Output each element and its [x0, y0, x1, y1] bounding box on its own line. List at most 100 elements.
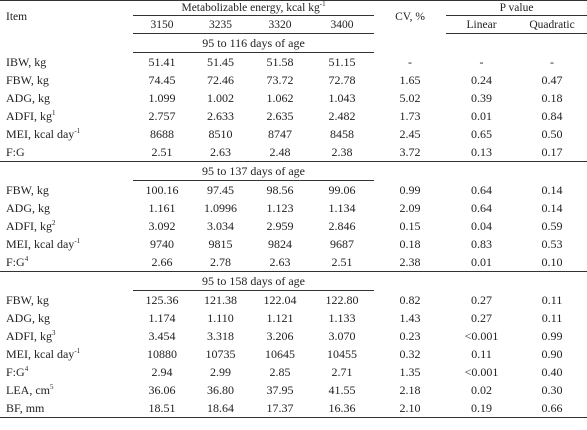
level-value: 2.99: [210, 365, 231, 379]
section-spacer: [0, 34, 133, 53]
level-value: 2.846: [328, 219, 356, 233]
level-value: 73.72: [266, 73, 294, 87]
level-value: 3.206: [266, 329, 294, 343]
section-spacer: [374, 162, 446, 181]
table-row: BF, mm 18.51 18.64 17.37 16.36 2.10 0.19 0.66: [0, 399, 587, 418]
linear-p-value: -: [479, 54, 484, 69]
quadratic-p-value: 0.18: [541, 91, 563, 105]
level-value: 1.043: [328, 91, 356, 105]
level-value: 99.06: [328, 183, 356, 197]
level-value: 2.63: [191, 143, 250, 162]
level-value: 2.959: [266, 219, 294, 233]
level-value: 9687: [330, 237, 355, 251]
linear-p-value: 0.27: [471, 292, 493, 307]
level-value: 10645: [265, 347, 295, 361]
table-row: IBW, kg 51.41 51.45 51.58 51.15 - - -: [0, 53, 587, 72]
row-item-label: ADFI, kg: [6, 219, 53, 233]
level-value: 8688: [150, 127, 174, 141]
linear-p-value: 0.27: [471, 311, 493, 325]
level-value: 72.46: [207, 73, 234, 87]
linear-p-value: 0.19: [446, 399, 518, 418]
level-value: 16.36: [310, 399, 375, 418]
level-value: 1.134: [328, 201, 356, 215]
me-group-header: Metabolizable energy, kcal kg-1: [133, 0, 375, 16]
row-item: BF, mm: [0, 399, 133, 418]
linear-p-value: 0.13: [446, 143, 518, 162]
level-value: 51.58: [266, 55, 294, 69]
linear-p-value: 0.04: [471, 219, 493, 233]
row-item: FBW, kg: [0, 291, 133, 310]
quadratic-p-value: 0.50: [541, 127, 563, 141]
cv-value: -: [408, 54, 413, 69]
linear-p-value: 0.83: [471, 237, 493, 251]
level-value: 122.80: [325, 293, 359, 307]
linear-p-value: 0.02: [471, 383, 493, 397]
table-row: ADFI, kg2 3.092 3.034 2.959 2.846 0.15 0.04 0.5…: [0, 217, 587, 235]
level-value: 1.133: [328, 311, 356, 325]
level-value: 2.51: [133, 143, 191, 162]
quadratic-p-value: -: [550, 54, 555, 69]
level-value: 2.482: [328, 109, 356, 123]
cv-value: 2.10: [374, 399, 447, 418]
level-value: 51.45: [207, 55, 234, 69]
level-value: 37.95: [266, 383, 294, 397]
level-value: 1.123: [266, 201, 294, 215]
level-value: 2.757: [148, 109, 176, 123]
level-value: 2.85: [269, 365, 291, 379]
row-item: F:G4: [0, 363, 133, 381]
section-row: 95 to 137 days of age: [0, 161, 587, 181]
linear-p-value: 0.24: [471, 73, 493, 87]
section-spacer: [446, 34, 517, 53]
level-value: 2.635: [266, 109, 294, 123]
section-row: 95 to 116 days of age: [0, 33, 587, 53]
level-value: 2.633: [207, 109, 234, 123]
row-item-label: ADG, kg: [6, 91, 50, 105]
level-value: 8510: [208, 127, 233, 141]
level-value: 3.318: [207, 329, 234, 343]
level-value: 3.092: [148, 219, 176, 233]
row-item: ADFI, kg2: [0, 217, 133, 235]
row-item-sup: 4: [24, 255, 29, 263]
row-item-sup: 1: [52, 109, 56, 117]
row-item: FBW, kg: [0, 71, 133, 89]
level-value: 3.070: [328, 329, 356, 343]
quadratic-p-value: 0.59: [541, 219, 563, 233]
table-row: MEI, kcal day-1 9740 9815 9824 9687 0.18 0.83 0…: [0, 235, 587, 253]
row-item-label: F:G: [6, 255, 25, 269]
linear-p-value: 0.64: [471, 201, 493, 215]
row-item: LEA, cm5: [0, 381, 133, 399]
quadratic-p-value: 0.10: [517, 253, 587, 272]
cv-value: 0.18: [399, 237, 421, 251]
cv-value: 3.72: [374, 143, 447, 162]
quadratic-p-value: 0.99: [541, 329, 563, 343]
row-item-label: BF, mm: [6, 401, 45, 415]
cv-value: 1.35: [399, 365, 421, 379]
level-value: 36.06: [148, 383, 176, 397]
row-item-label: MEI, kcal day: [6, 237, 75, 251]
level-value: 17.37: [250, 399, 310, 418]
level-value: 1.161: [148, 201, 176, 215]
level-value: 2.51: [310, 253, 375, 272]
section-spacer: [0, 162, 133, 181]
level-value: 2.94: [151, 365, 173, 379]
level-value: 72.78: [328, 73, 356, 87]
row-item: F:G4: [0, 253, 133, 272]
section-spacer: [374, 272, 446, 291]
row-item-sup: -1: [74, 237, 81, 245]
row-item-label: ADFI, kg: [6, 329, 53, 343]
quadratic-header: Quadratic: [517, 15, 587, 34]
table-row: ADG, kg 1.161 1.0996 1.123 1.134 2.09 0.64 0.14: [0, 199, 587, 217]
cv-value: 2.45: [399, 127, 421, 141]
row-item: ADFI, kg1: [0, 107, 133, 125]
table-row: ADG, kg 1.174 1.110 1.121 1.133 1.43 0.27 0.11: [0, 309, 587, 327]
row-item: ADG, kg: [0, 89, 133, 107]
table-row: F:G 2.51 2.63 2.48 2.38 3.72 0.13 0.17: [0, 143, 587, 162]
level-value: 9740: [150, 237, 174, 251]
level-value: 121.38: [204, 293, 237, 307]
linear-p-value: 0.01: [471, 109, 493, 123]
quadratic-p-value: 0.84: [541, 109, 563, 123]
cv-value: 2.38: [374, 253, 447, 272]
row-item-label: LEA, cm: [6, 383, 50, 397]
row-item-label: F:G: [6, 365, 25, 379]
quadratic-p-value: 0.14: [541, 182, 563, 197]
